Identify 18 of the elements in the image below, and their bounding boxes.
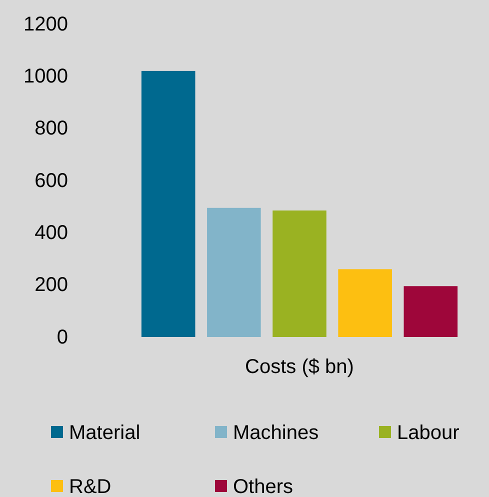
bar (404, 286, 458, 337)
y-tick-label: 0 (56, 326, 68, 348)
y-tick-label: 1000 (24, 66, 68, 88)
legend-label: Others (233, 476, 294, 497)
y-tick-label: 1200 (24, 13, 68, 36)
y-tick-label: 200 (34, 274, 68, 296)
y-tick-label: 400 (34, 222, 68, 244)
legend-label: Material (69, 422, 140, 444)
bar (338, 269, 392, 337)
legend-label: R&D (69, 476, 112, 497)
bar (272, 210, 326, 337)
x-axis-title: Costs ($ bn) (245, 356, 354, 378)
legend-label: Machines (233, 422, 319, 444)
y-tick-label: 600 (34, 170, 68, 192)
legend-label: Labour (397, 422, 460, 444)
y-tick-label: 800 (34, 118, 68, 140)
bar (207, 208, 261, 337)
bar (141, 70, 196, 337)
